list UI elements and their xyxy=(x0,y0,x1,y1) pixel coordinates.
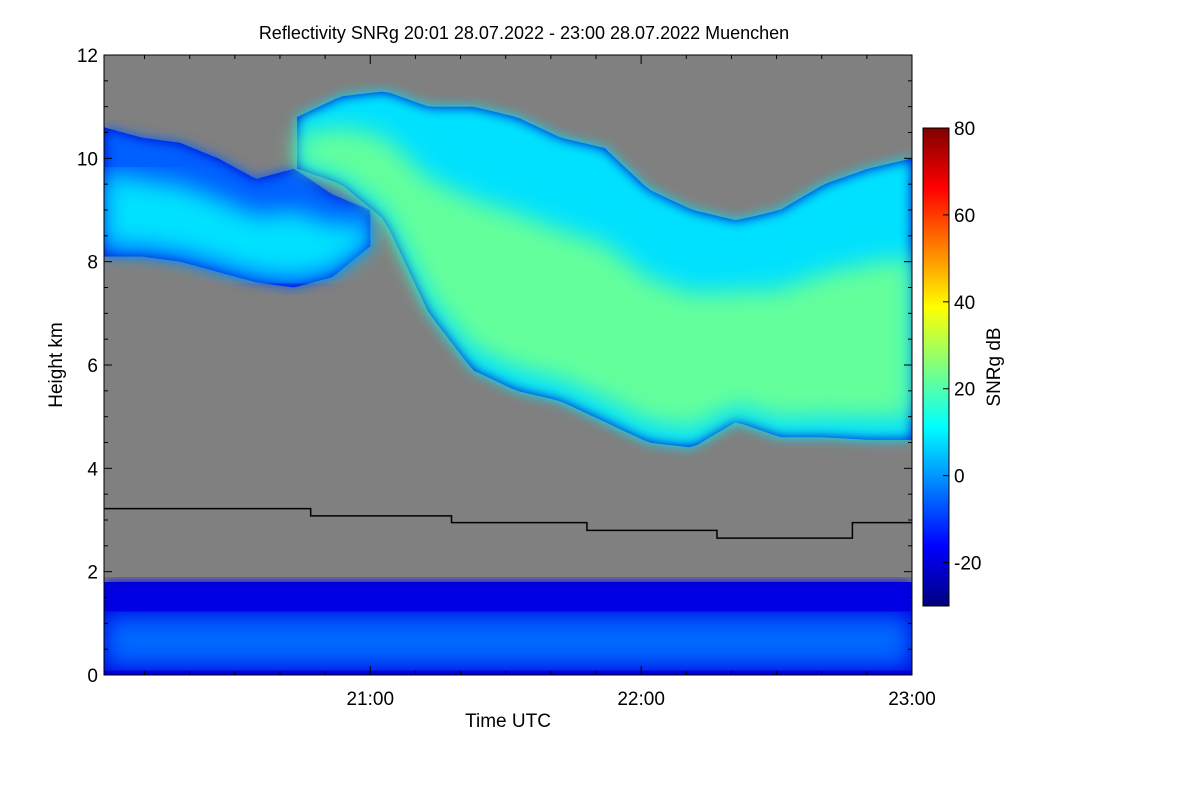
melting-layer-line xyxy=(104,507,912,539)
y-tick-label: 2 xyxy=(87,563,98,584)
x-axis-label: Time UTC xyxy=(465,711,551,732)
plot-area xyxy=(103,54,913,676)
echo-layer xyxy=(104,91,912,675)
colorbar-tick-label: 60 xyxy=(954,206,975,227)
y-tick-label: 4 xyxy=(87,459,98,480)
colorbar-tick-label: 20 xyxy=(954,380,975,401)
colorbar-label: SNRg dB xyxy=(984,327,1005,406)
y-tick-label: 6 xyxy=(87,356,98,377)
x-axis: 21:00 22:00 23:00 xyxy=(144,55,936,710)
echo-region-core xyxy=(297,127,912,429)
colorbar-ticks: -20 0 20 40 60 80 xyxy=(943,119,981,575)
echo-region-core xyxy=(104,172,371,278)
x-tick-label: 23:00 xyxy=(888,689,936,710)
y-tick-label: 10 xyxy=(77,149,98,170)
y-axis: 0 2 4 6 8 10 12 xyxy=(77,46,912,687)
y-axis-label: Height km xyxy=(46,322,67,408)
colorbar: -20 0 20 40 60 80 SNRg dB xyxy=(922,119,1005,607)
colorbar-tick-label: -20 xyxy=(954,554,981,575)
colorbar-tick-label: 40 xyxy=(954,293,975,314)
chart-title: Reflectivity SNRg 20:01 28.07.2022 - 23:… xyxy=(259,23,789,43)
y-tick-label: 12 xyxy=(77,46,98,67)
y-tick-label: 0 xyxy=(87,666,98,687)
colorbar-tick-label: 0 xyxy=(954,467,965,488)
colorbar-tick-label: 80 xyxy=(954,119,975,140)
echo-region-core xyxy=(104,614,912,668)
x-tick-label: 22:00 xyxy=(617,689,665,710)
colorbar-gradient xyxy=(922,127,950,607)
y-tick-label: 8 xyxy=(87,253,98,274)
x-tick-label: 21:00 xyxy=(346,689,394,710)
